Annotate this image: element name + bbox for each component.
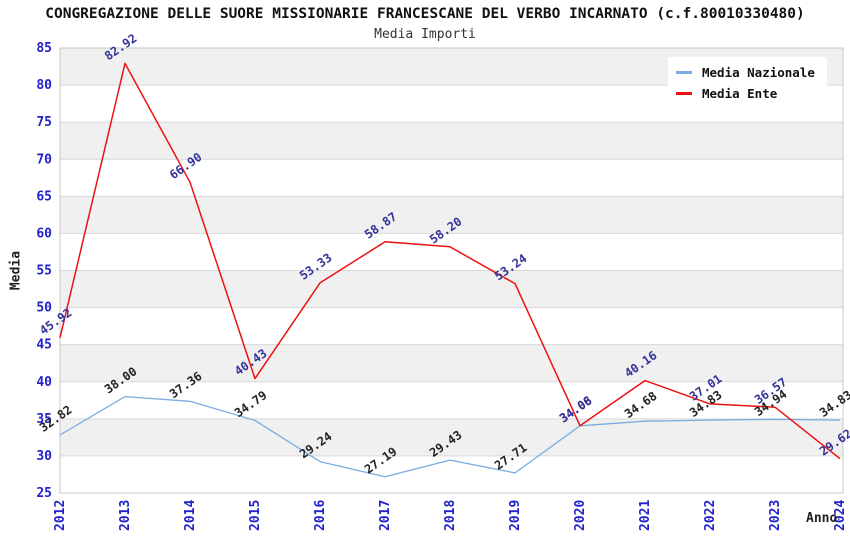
grid-band [60,196,843,234]
x-tick-label: 2020 [573,500,588,531]
x-tick-label: 2018 [443,500,458,531]
grid-band [60,381,843,419]
y-tick-label: 70 [36,152,52,167]
x-tick-label: 2013 [118,500,133,531]
line-swatch-media-nazionale [676,71,692,74]
x-tick-label: 2017 [378,500,393,531]
y-tick-label: 45 [36,338,52,353]
y-tick-label: 25 [36,486,52,501]
y-tick-label: 50 [36,301,52,316]
x-tick-label: 2012 [53,500,68,531]
plot-border [59,47,844,494]
x-tick-label: 2023 [768,500,783,531]
y-axis-title: Media [8,250,24,291]
series-line-media-ente [59,62,841,460]
y-tick-label: 55 [36,264,52,279]
x-tick-label: 2021 [638,500,653,531]
series-line-media-nazionale [59,395,841,478]
grid-band [60,159,843,197]
x-tick-label: 2016 [313,500,328,531]
grid-band [60,122,843,160]
y-tick-label: 60 [36,226,52,241]
line-swatch-media-ente [676,92,692,95]
grid-band [60,233,843,271]
legend: Media Nazionale Media Ente [668,57,827,109]
y-tick-label: 85 [36,41,52,56]
legend-label-media-ente: Media Ente [702,86,778,101]
x-tick-label: 2024 [833,500,848,531]
grid-band [60,270,843,308]
legend-item-media-nazionale: Media Nazionale [676,62,815,83]
legend-item-media-ente: Media Ente [676,83,815,104]
y-tick-label: 40 [36,375,52,390]
y-tick-label: 35 [36,412,52,427]
x-tick-label: 2022 [703,500,718,531]
grid-band [60,344,843,382]
grid-band [60,418,843,456]
y-tick-label: 75 [36,115,52,130]
x-axis-title: Anno [806,511,838,526]
y-tick-label: 65 [36,189,52,204]
grid-band [60,455,843,493]
legend-label-media-nazionale: Media Nazionale [702,65,815,80]
x-tick-label: 2015 [248,500,263,531]
y-tick-label: 30 [36,449,52,464]
chart-subtitle: Media Importi [374,27,476,42]
chart-title: CONGREGAZIONE DELLE SUORE MISSIONARIE FR… [45,6,805,22]
y-tick-label: 80 [36,78,52,93]
x-tick-label: 2014 [183,500,198,531]
grid-band [60,307,843,345]
x-tick-label: 2019 [508,500,523,531]
